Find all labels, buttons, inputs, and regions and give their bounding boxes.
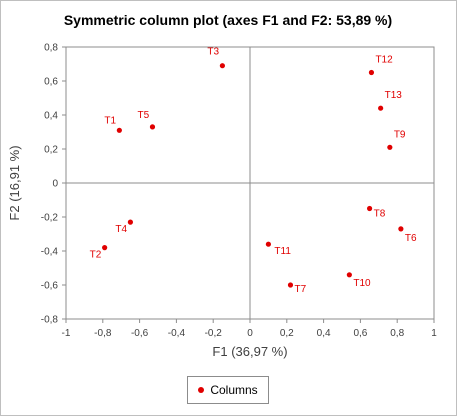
x-tick-label: -0,4 (168, 328, 186, 339)
y-tick-label: -0,6 (41, 281, 59, 292)
point-t8 (367, 205, 373, 212)
point-t9 (387, 144, 393, 150)
point-label-t3: T3 (207, 47, 219, 58)
point-t3 (219, 63, 225, 69)
y-tick-label: 0,6 (44, 77, 58, 88)
legend-marker-icon (198, 387, 205, 393)
y-axis-title: F2 (16,91 %) (7, 145, 22, 220)
y-tick-label: -0,4 (41, 247, 59, 258)
point-label-t13: T13 (385, 90, 403, 101)
point-label-t11: T11 (274, 246, 291, 257)
point-label-t4: T4 (115, 224, 127, 235)
point-t4 (127, 219, 133, 225)
point-label-t8: T8 (374, 209, 386, 220)
point-label-t1: T1 (104, 115, 116, 126)
x-tick-label: 1 (431, 328, 437, 339)
point-label-t9: T9 (394, 129, 406, 140)
legend: Columns (187, 376, 269, 404)
point-t11 (265, 241, 271, 247)
y-tick-label: -0,2 (41, 213, 59, 224)
chart-title: Symmetric column plot (axes F1 and F2: 5… (64, 12, 392, 28)
point-t1 (116, 127, 122, 133)
point-label-t7: T7 (294, 284, 306, 295)
point-t6 (398, 226, 404, 232)
x-tick-label: 0,4 (317, 328, 331, 339)
point-label-t12: T12 (375, 55, 393, 66)
legend-label: Columns (210, 383, 258, 397)
point-label-t6: T6 (405, 233, 417, 244)
point-label-t10: T10 (353, 278, 371, 289)
data-points: T1 T2 T3 T4 T5 T6 T7 T8 T9 T10 T11 T12 T13 (90, 47, 417, 295)
x-tick-label: -0,2 (205, 328, 223, 339)
x-tick-label: 0,6 (353, 328, 367, 339)
y-axis-ticks: -0,8 -0,6 -0,4 -0,2 0 0,2 0,4 0,6 0,8 (41, 43, 66, 326)
point-t10 (346, 272, 352, 278)
x-tick-label: -0,6 (131, 328, 149, 339)
y-tick-label: 0 (52, 179, 58, 190)
y-tick-label: 0,8 (44, 43, 58, 54)
x-tick-label: 0,2 (280, 328, 294, 339)
x-tick-label: -1 (62, 328, 71, 339)
point-label-t5: T5 (137, 110, 149, 121)
x-tick-label: 0,8 (390, 328, 404, 339)
x-tick-label: 0 (247, 328, 253, 339)
point-t13 (378, 105, 384, 111)
point-t5 (149, 124, 156, 130)
x-axis-title: F1 (36,97 %) (212, 344, 287, 359)
y-tick-label: 0,4 (44, 111, 58, 122)
y-tick-label: -0,8 (41, 315, 59, 326)
y-tick-label: 0,2 (44, 145, 58, 156)
x-tick-label: -0,8 (94, 328, 112, 339)
point-t2 (102, 245, 108, 251)
point-label-t2: T2 (90, 250, 102, 261)
point-t12 (368, 69, 375, 76)
point-t7 (287, 282, 294, 288)
x-axis-ticks: -1 -0,8 -0,6 -0,4 -0,2 0 0,2 0,4 0,6 0,8 1 (62, 319, 437, 339)
